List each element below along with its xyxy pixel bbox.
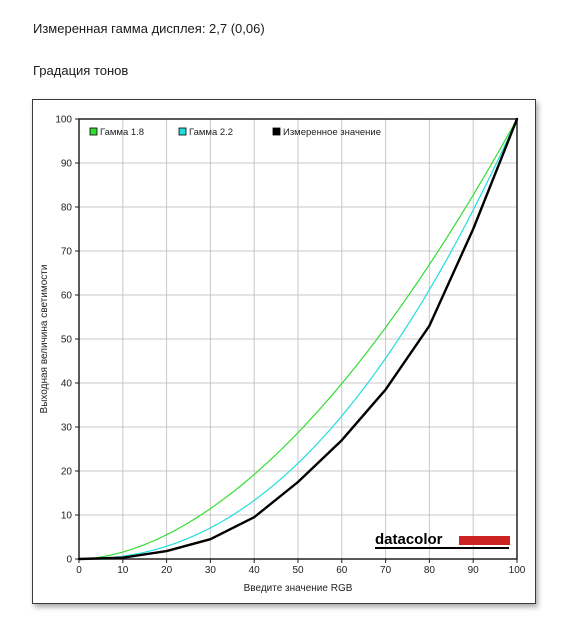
legend-label-3: Измеренное значение [283, 127, 381, 138]
y-tick-label: 10 [61, 511, 73, 522]
legend-swatch-1 [89, 127, 98, 136]
datacolor-logo-bar [459, 536, 510, 545]
tone-gradation-chart-panel: 0 10 20 30 40 50 60 70 80 90 100 0 10 20 30 40 50 60 70 80 9… [32, 99, 536, 604]
x-tick-label: 40 [249, 565, 261, 576]
legend-label-1: Гамма 1.8 [100, 127, 144, 138]
y-tick-label: 50 [61, 335, 73, 346]
x-tick-label: 30 [205, 565, 217, 576]
datacolor-logo: datacolor [375, 531, 510, 549]
x-tick-label: 70 [380, 565, 392, 576]
x-tick-label: 80 [424, 565, 436, 576]
x-tick-label: 10 [117, 565, 129, 576]
y-tick-label: 100 [55, 115, 72, 126]
y-tick-label: 90 [61, 159, 73, 170]
chart-series [77, 117, 519, 561]
measured-gamma-text: Измеренная гамма дисплея: 2,7 (0,06) [33, 21, 265, 36]
y-tick-label: 70 [61, 247, 73, 258]
legend-label-2: Гамма 2.2 [189, 127, 233, 138]
y-tick-label: 40 [61, 379, 73, 390]
x-tick-label: 0 [76, 565, 82, 576]
y-tick-label: 30 [61, 423, 73, 434]
tone-gradation-chart: 0 10 20 30 40 50 60 70 80 90 100 0 10 20 30 40 50 60 70 80 9… [39, 115, 526, 595]
tone-gradation-title: Градация тонов [33, 63, 129, 78]
y-tick-label: 80 [61, 203, 73, 214]
datacolor-logo-text: datacolor [375, 531, 443, 548]
series-line-2 [78, 118, 518, 560]
legend-swatch-3 [272, 127, 281, 136]
series-line-1 [78, 118, 518, 560]
y-tick-label: 60 [61, 291, 73, 302]
series-line-3 [77, 117, 519, 561]
datacolor-logo-underline [375, 547, 509, 549]
y-tick-label: 0 [66, 555, 72, 566]
y-axis-label: Выходная величина светимости [39, 265, 50, 414]
legend-swatch-2 [178, 127, 187, 136]
x-tick-label: 50 [292, 565, 304, 576]
axis-ticks: 0 10 20 30 40 50 60 70 80 90 100 0 10 20 30 40 50 60 70 80 9… [55, 115, 525, 577]
x-tick-label: 20 [161, 565, 173, 576]
x-tick-label: 90 [468, 565, 480, 576]
x-tick-label: 100 [509, 565, 526, 576]
y-tick-label: 20 [61, 467, 73, 478]
chart-grid [79, 119, 517, 559]
x-tick-label: 60 [336, 565, 348, 576]
x-axis-label: Введите значение RGB [244, 583, 353, 594]
chart-legend: Гамма 1.8 Гамма 2.2 Измеренное значение [89, 127, 381, 138]
